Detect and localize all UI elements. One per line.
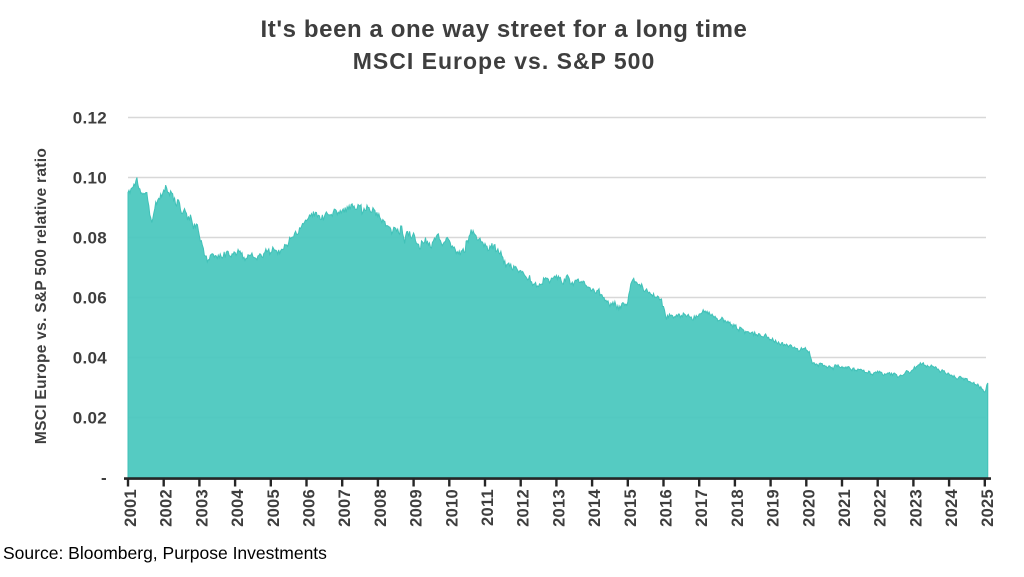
- y-tick-label: 0.12: [73, 109, 107, 128]
- x-tick-label: 2017: [693, 489, 711, 527]
- y-tick-label: 0.04: [73, 349, 108, 368]
- x-tick-label: 2008: [372, 489, 390, 527]
- area-series: [127, 177, 989, 478]
- x-tick-label: 2023: [907, 489, 925, 527]
- x-tick-label: 2020: [800, 489, 818, 527]
- x-tick-label: 2004: [229, 488, 247, 526]
- chart-title-block: It's been a one way street for a long ti…: [0, 14, 1008, 77]
- x-tick-label: 2010: [443, 489, 461, 527]
- y-axis-title: MSCI Europe vs. S&P 500 relative ratio: [33, 148, 50, 444]
- x-tick-label: 2015: [622, 489, 640, 527]
- x-tick-label: 2013: [550, 489, 568, 527]
- y-tick-label: 0.10: [73, 169, 107, 188]
- x-tick-label: 2022: [872, 489, 890, 527]
- x-tick-label: 2011: [479, 489, 497, 526]
- y-tick-label: 0.08: [73, 229, 107, 248]
- y-tick-label: 0.06: [73, 289, 107, 308]
- x-tick-label: 2007: [336, 489, 354, 527]
- x-tick-label: 2003: [193, 489, 211, 527]
- x-tick-label: 2016: [658, 489, 676, 527]
- x-tick-label: 2009: [408, 489, 426, 527]
- x-tick-label: 2002: [158, 489, 176, 527]
- x-tick-label: 2025: [979, 489, 997, 527]
- x-tick-label: 2001: [122, 489, 140, 527]
- source-note: Source: Bloomberg, Purpose Investments: [3, 543, 327, 563]
- x-tick-label: 2019: [765, 489, 783, 527]
- x-tick-label: 2021: [836, 489, 854, 527]
- chart-title: It's been a one way street for a long ti…: [260, 16, 748, 43]
- x-tick-label: 2012: [515, 489, 533, 527]
- chart-subtitle: MSCI Europe vs. S&P 500: [352, 47, 656, 74]
- x-tick-label: 2006: [301, 489, 319, 527]
- x-tick-label: 2014: [586, 488, 604, 526]
- x-tick-label: 2018: [729, 489, 747, 527]
- x-tick-label: 2005: [265, 489, 283, 527]
- y-tick-label: -: [101, 469, 107, 488]
- y-tick-label: 0.02: [73, 409, 107, 428]
- x-tick-label: 2024: [943, 488, 961, 526]
